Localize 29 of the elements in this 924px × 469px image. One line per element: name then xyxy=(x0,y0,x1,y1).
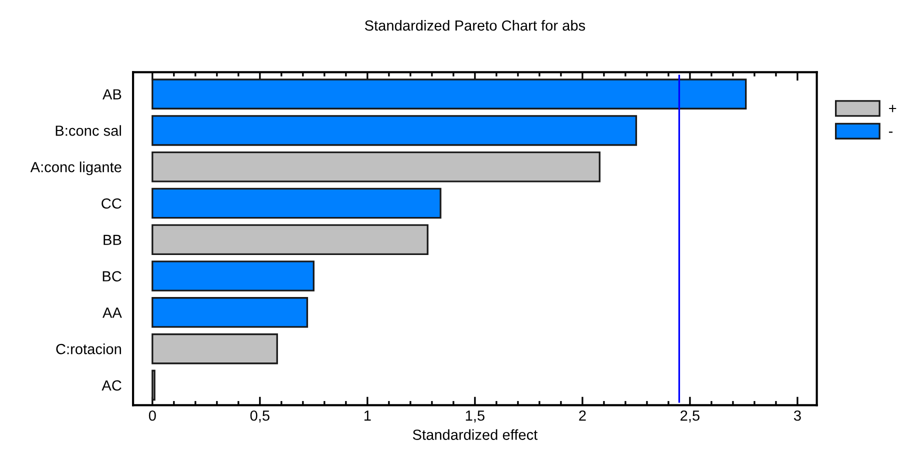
x-tick-label: 3 xyxy=(794,410,801,421)
bar xyxy=(152,188,442,219)
y-tick-label: C:rotacion xyxy=(56,344,121,354)
bar xyxy=(152,260,315,292)
y-tick-label: BC xyxy=(102,271,122,282)
bar xyxy=(152,78,747,110)
x-tick-label: 0 xyxy=(148,410,156,421)
y-tick-label: A:conc ligante xyxy=(30,162,122,176)
x-tick-label: 2,5 xyxy=(680,410,700,423)
y-tick-label: AC xyxy=(102,380,122,391)
y-tick-label: AB xyxy=(102,89,122,100)
y-tick-label: BB xyxy=(104,234,122,245)
bar xyxy=(152,151,600,182)
bar xyxy=(152,224,428,256)
legend-label: - xyxy=(888,132,893,133)
x-tick-label: 2 xyxy=(579,410,586,421)
legend-label: + xyxy=(889,104,896,112)
x-tick-label: 0,5 xyxy=(250,410,270,423)
x-axis-title: Standardized effect xyxy=(412,429,538,440)
chart-title: Standardized Pareto Chart for abs xyxy=(364,20,586,31)
y-tick-label: CC xyxy=(102,198,122,209)
x-tick-label: 1 xyxy=(364,410,371,421)
bar xyxy=(152,333,278,364)
y-tick-label: B:conc sal xyxy=(56,125,121,136)
x-tick-label: 1,5 xyxy=(466,410,484,423)
y-tick-label: AA xyxy=(102,308,122,318)
bar xyxy=(152,115,638,146)
bar xyxy=(152,370,156,401)
bar xyxy=(152,297,308,328)
